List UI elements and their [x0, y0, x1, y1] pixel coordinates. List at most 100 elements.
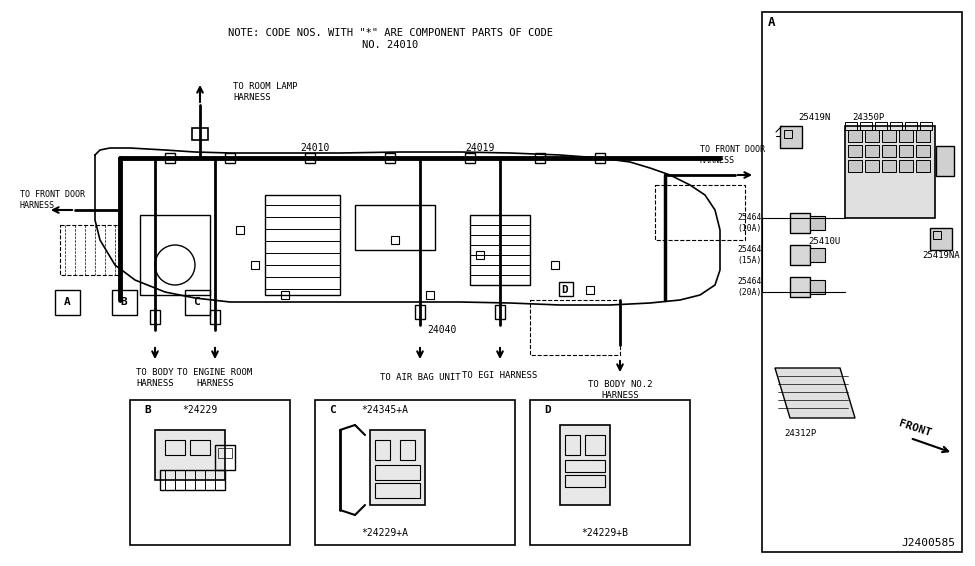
Bar [551, 261, 559, 269]
Text: TO ROOM LAMP
HARNESS: TO ROOM LAMP HARNESS [233, 82, 297, 102]
Text: TO EGI HARNESS: TO EGI HARNESS [462, 371, 537, 379]
Text: TO AIR BAG UNIT: TO AIR BAG UNIT [379, 374, 460, 383]
Text: 24010: 24010 [300, 143, 330, 153]
Bar [112, 290, 137, 315]
Bar [875, 122, 887, 130]
Bar [585, 435, 605, 455]
Bar [470, 215, 530, 285]
Text: D: D [562, 285, 568, 295]
Bar [586, 286, 594, 294]
Bar [150, 310, 160, 324]
Text: NOTE: CODE NOS. WITH "*" ARE COMPONENT PARTS OF CODE
NO. 24010: NOTE: CODE NOS. WITH "*" ARE COMPONENT P… [227, 28, 553, 50]
Bar [60, 225, 120, 275]
Bar [426, 291, 434, 299]
Bar [165, 440, 185, 455]
Text: 25464
(10A): 25464 (10A) [738, 213, 762, 233]
Bar [865, 160, 879, 172]
Bar [790, 245, 810, 265]
Bar [465, 153, 475, 163]
Bar [882, 145, 896, 157]
Text: *24229+B: *24229+B [581, 528, 629, 538]
Text: 25464
(15A): 25464 (15A) [738, 245, 762, 265]
Bar [495, 305, 505, 319]
Bar [55, 290, 80, 315]
Bar [530, 300, 620, 355]
Text: 24040: 24040 [427, 325, 456, 335]
Bar [916, 130, 930, 142]
Text: TO BODY
HARNESS: TO BODY HARNESS [136, 368, 174, 388]
Bar [845, 122, 857, 130]
Bar [790, 213, 810, 233]
Text: *24229: *24229 [182, 405, 217, 415]
Text: 25410U: 25410U [808, 238, 840, 247]
Bar [848, 145, 862, 157]
Bar [236, 226, 244, 234]
Text: A: A [768, 15, 776, 28]
Bar [185, 290, 210, 315]
Bar [385, 153, 395, 163]
Bar [780, 126, 802, 148]
Bar [762, 12, 962, 552]
Bar [916, 160, 930, 172]
Bar [530, 400, 690, 545]
Bar [565, 460, 605, 472]
Text: TO FRONT DOOR
HARNESS: TO FRONT DOOR HARNESS [20, 190, 85, 209]
Bar [165, 153, 175, 163]
Polygon shape [775, 368, 855, 418]
Bar [415, 305, 425, 319]
Bar [400, 440, 415, 460]
Bar [265, 195, 340, 295]
Text: C: C [330, 405, 336, 415]
Text: TO ENGINE ROOM
HARNESS: TO ENGINE ROOM HARNESS [177, 368, 253, 388]
Bar [375, 465, 420, 480]
Bar [810, 280, 825, 294]
Bar [565, 435, 580, 455]
Bar [565, 475, 605, 487]
Bar [535, 153, 545, 163]
Bar [218, 448, 232, 458]
Bar [845, 126, 935, 218]
Bar [936, 146, 954, 176]
Bar [595, 153, 605, 163]
Bar [810, 216, 825, 230]
Text: C: C [194, 297, 201, 307]
Bar [305, 153, 315, 163]
Bar [190, 440, 210, 455]
Bar [140, 215, 210, 295]
Bar [916, 145, 930, 157]
Bar [848, 160, 862, 172]
Bar [848, 130, 862, 142]
Bar [933, 231, 941, 239]
Bar [210, 310, 220, 324]
Bar [281, 291, 289, 299]
Text: *24229+A: *24229+A [362, 528, 409, 538]
Text: TO BODY NO.2
HARNESS: TO BODY NO.2 HARNESS [588, 380, 652, 400]
Bar [355, 205, 435, 250]
Bar [375, 440, 390, 460]
Bar [655, 185, 745, 240]
Bar [899, 145, 913, 157]
Bar [160, 470, 225, 490]
Bar [784, 130, 792, 138]
Text: 25419N: 25419N [798, 114, 831, 122]
Bar [899, 160, 913, 172]
Text: TO FRONT DOOR
HARNESS: TO FRONT DOOR HARNESS [700, 145, 765, 165]
Bar [882, 130, 896, 142]
Bar [192, 128, 208, 140]
Text: 25464
(20A): 25464 (20A) [738, 277, 762, 297]
Bar [865, 145, 879, 157]
Bar [920, 122, 932, 130]
Bar [790, 277, 810, 297]
Bar [370, 430, 425, 505]
Bar [882, 160, 896, 172]
Bar [315, 400, 515, 545]
Bar [810, 248, 825, 262]
Bar [215, 445, 235, 470]
Bar [251, 261, 259, 269]
Text: J2400585: J2400585 [901, 538, 955, 548]
Bar [559, 282, 573, 296]
Text: A: A [63, 297, 70, 307]
Bar [476, 251, 484, 259]
Bar [130, 400, 290, 545]
Text: 24019: 24019 [465, 143, 494, 153]
